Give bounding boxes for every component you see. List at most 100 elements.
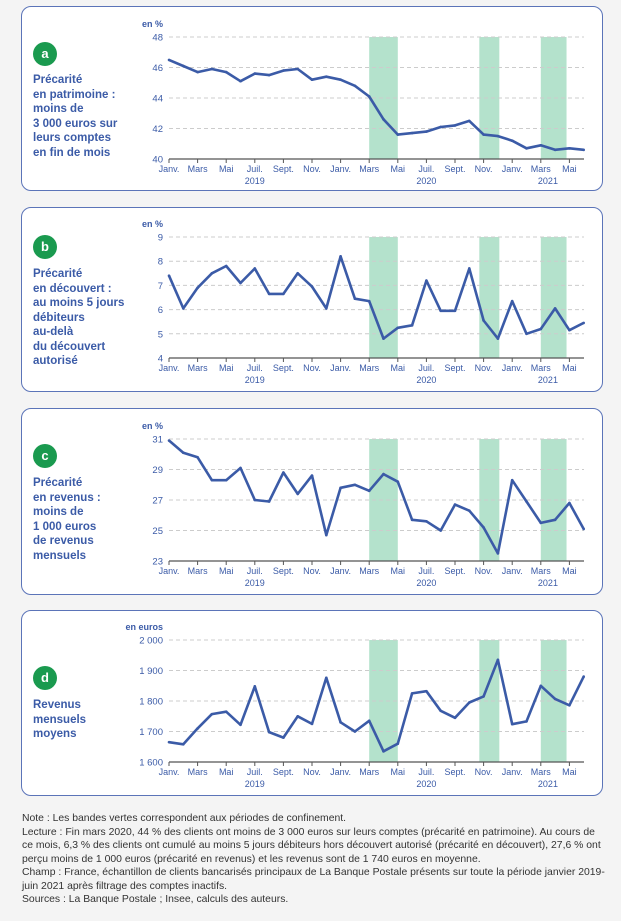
data-point (568, 703, 571, 707)
data-point (539, 327, 543, 331)
data-point (496, 658, 500, 662)
series-line (168, 58, 584, 152)
panel-title: Précarité en découvert : au moins 5 jour… (33, 268, 125, 367)
data-point (382, 118, 385, 121)
data-point (339, 721, 342, 724)
data-point (210, 67, 214, 71)
x-tick-label: Mai (219, 767, 234, 777)
x-tick-label: Mai (219, 566, 234, 576)
y-tick-label: 31 (152, 435, 163, 446)
x-tick-label: Mars (188, 767, 208, 777)
y-tick-label: 40 (152, 155, 163, 166)
x-tick-label: Janv. (502, 566, 523, 576)
x-tick-label: Janv. (502, 363, 523, 373)
x-tick-label: Nov. (303, 363, 321, 373)
data-point (282, 69, 285, 72)
y-tick-label: 44 (152, 94, 163, 105)
data-point (453, 124, 457, 127)
data-point (482, 133, 485, 136)
data-point (296, 714, 300, 718)
x-tick-label: Mars (188, 566, 208, 576)
data-point (525, 332, 528, 336)
data-point (196, 286, 199, 290)
data-point (553, 307, 557, 310)
x-tick-label: Nov. (475, 767, 493, 777)
y-tick-label: 1 800 (139, 697, 163, 708)
y-axis-unit: en % (142, 19, 163, 29)
x-tick-label: Mai (219, 363, 234, 373)
x-tick-label: Janv. (330, 363, 351, 373)
x-year-label: 2020 (416, 779, 436, 789)
data-point (553, 697, 557, 701)
x-tick-label: Mars (531, 767, 551, 777)
y-tick-label: 9 (158, 233, 163, 244)
data-point (210, 272, 214, 275)
data-point (282, 736, 285, 739)
data-point (568, 501, 571, 505)
data-point (410, 518, 414, 522)
lockdown-band (540, 237, 567, 358)
data-point (510, 478, 514, 482)
series-line (168, 439, 585, 555)
data-point (568, 328, 571, 332)
data-point (425, 130, 428, 133)
y-axis-unit: en euros (125, 622, 163, 632)
data-point (468, 509, 471, 512)
data-point (353, 297, 357, 301)
x-tick-label: Sept. (273, 767, 294, 777)
data-point (196, 70, 199, 74)
x-tick-label: Mars (359, 566, 379, 576)
x-tick-label: Sept. (444, 767, 465, 777)
x-tick-label: Juil. (418, 164, 434, 174)
x-tick-label: Sept. (444, 164, 465, 174)
data-point (367, 489, 371, 493)
x-tick-label: Mars (359, 164, 379, 174)
data-point (453, 503, 457, 506)
y-tick-label: 42 (152, 124, 163, 135)
x-tick-label: Sept. (444, 363, 465, 373)
x-tick-label: Juil. (247, 363, 263, 373)
data-point (167, 274, 171, 278)
data-point (453, 716, 457, 720)
data-point (410, 692, 414, 695)
data-point (224, 478, 228, 482)
data-point (439, 709, 443, 713)
data-point (296, 272, 300, 275)
x-tick-label: Sept. (273, 164, 294, 174)
data-point (496, 552, 500, 555)
data-point (182, 64, 185, 68)
x-tick-label: Mai (562, 767, 577, 777)
x-tick-label: Mai (562, 164, 577, 174)
data-point (396, 742, 400, 745)
data-point (482, 319, 485, 322)
x-tick-label: Sept. (444, 566, 465, 576)
data-point (539, 684, 543, 688)
data-point (339, 78, 342, 81)
data-point (339, 255, 342, 258)
data-point (253, 498, 257, 502)
y-tick-label: 6 (158, 305, 163, 316)
data-point (396, 326, 400, 330)
x-tick-label: Mai (391, 767, 406, 777)
data-point (267, 73, 271, 77)
x-tick-label: Mai (562, 363, 577, 373)
x-tick-label: Janv. (330, 767, 351, 777)
y-tick-label: 25 (152, 526, 163, 537)
data-point (325, 676, 328, 680)
panel-title: Précarité en patrimoine : moins de 3 000… (33, 74, 118, 159)
data-point (525, 147, 528, 150)
data-point (496, 134, 500, 138)
y-tick-label: 46 (152, 63, 163, 74)
data-point (382, 750, 385, 753)
data-point (167, 740, 171, 744)
data-point (210, 712, 214, 716)
data-point (482, 526, 485, 529)
y-tick-label: 29 (152, 465, 163, 476)
data-point (253, 685, 257, 688)
panel-title: Précarité en revenus : moins de 1 000 eu… (33, 477, 101, 562)
data-point (182, 451, 185, 455)
y-tick-label: 7 (158, 281, 163, 292)
data-point (224, 710, 228, 713)
data-point (439, 529, 443, 532)
data-point (353, 730, 357, 733)
